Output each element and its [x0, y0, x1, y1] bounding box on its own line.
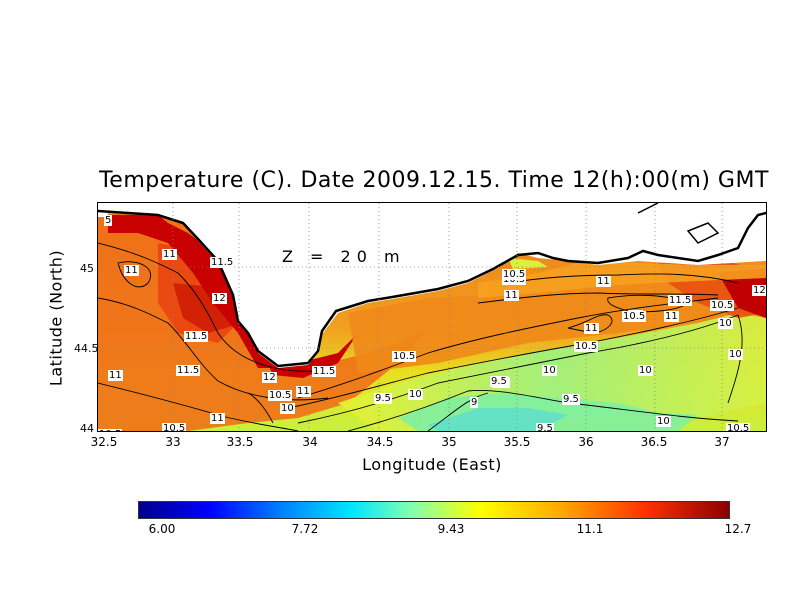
colorbar-tick: 11.1: [576, 522, 604, 536]
contour-label: 10.5: [726, 423, 751, 431]
y-tick-label: 45: [80, 262, 94, 275]
land-crimea: [98, 203, 766, 368]
contour-label: 9: [470, 397, 479, 408]
contour-label: 10.5: [574, 341, 599, 352]
contour-label: 10: [718, 318, 733, 329]
contour-label: 11: [504, 290, 519, 301]
contour-label: 11.5: [312, 366, 337, 377]
contour-label: 10: [656, 416, 671, 427]
contour-label: 10: [542, 365, 557, 376]
contour-label: 11.5: [176, 365, 201, 376]
colorbar-tick: 9.43: [437, 522, 465, 536]
contour-label: 11.5: [210, 257, 235, 268]
plot-border: [97, 202, 767, 432]
contour-label: 9.5: [374, 393, 392, 404]
colorbar-tick: 6.00: [148, 522, 176, 536]
contour-label: 9.5: [562, 394, 580, 405]
x-tick-label: 33: [165, 435, 181, 449]
contour-label: 11: [210, 413, 225, 424]
x-tick-label: 32.5: [90, 435, 118, 449]
contour-label: 12: [752, 285, 766, 296]
x-tick-label: 35: [441, 435, 457, 449]
contour-label: 10: [638, 365, 653, 376]
contour-label: 10: [408, 389, 423, 400]
temperature-map: [98, 203, 766, 431]
contour-label: 12: [262, 372, 277, 383]
land-west: [98, 203, 108, 217]
contour-label: 10.5: [98, 429, 123, 431]
colorbar-tick: 12.7: [724, 522, 752, 536]
contour-label: 11: [664, 311, 679, 322]
colorbar: [138, 501, 730, 519]
contour-label: 10.5: [502, 269, 527, 280]
contour-label: 12: [212, 293, 227, 304]
depth-label: Z = 20 m: [282, 247, 406, 266]
contour-label: 10: [280, 403, 295, 414]
contour-label: 11.5: [668, 295, 693, 306]
contour-label: 10.5: [622, 311, 647, 322]
x-tick-label: 34.5: [366, 435, 394, 449]
y-axis-label: Latitude (North): [46, 249, 66, 387]
y-tick-label: 44: [80, 422, 94, 435]
x-axis-label: Longitude (East): [362, 455, 502, 474]
contour-label: 11: [108, 370, 123, 381]
coastline: [98, 209, 766, 368]
contour-label: 10.5: [162, 423, 187, 431]
contour-label: 10.5: [710, 300, 735, 311]
contour-label: 5: [104, 215, 113, 226]
contour-label: 10: [728, 349, 743, 360]
colorbar-tick: 7.72: [291, 522, 319, 536]
x-tick-label: 33.5: [226, 435, 254, 449]
contour-label: 11.5: [184, 331, 209, 342]
contour-label: 11: [596, 276, 611, 287]
contour-label: 11: [124, 265, 139, 276]
map-plot-area: 11 11 11.5 12 11.5 11.5 11 11 12 11.5 11 10.5 10 9.5 1…: [98, 203, 766, 431]
x-tick-label: 35.5: [503, 435, 531, 449]
y-tick-label: 44.5: [74, 342, 99, 355]
contour-label: 11: [584, 323, 599, 334]
x-tick-label: 36.5: [640, 435, 668, 449]
contour-label: 10.5: [268, 390, 293, 401]
contour-label: 10.5: [392, 351, 417, 362]
x-tick-label: 36: [578, 435, 594, 449]
contour-label: 9.5: [536, 423, 554, 431]
x-tick-label: 37: [714, 435, 730, 449]
contour-label: 9.5: [490, 376, 508, 387]
chart-title: Temperature (C). Date 2009.12.15. Time 1…: [99, 168, 769, 193]
x-tick-label: 34: [302, 435, 318, 449]
contour-label: 11: [162, 249, 177, 260]
contour-label: 11: [296, 386, 311, 397]
